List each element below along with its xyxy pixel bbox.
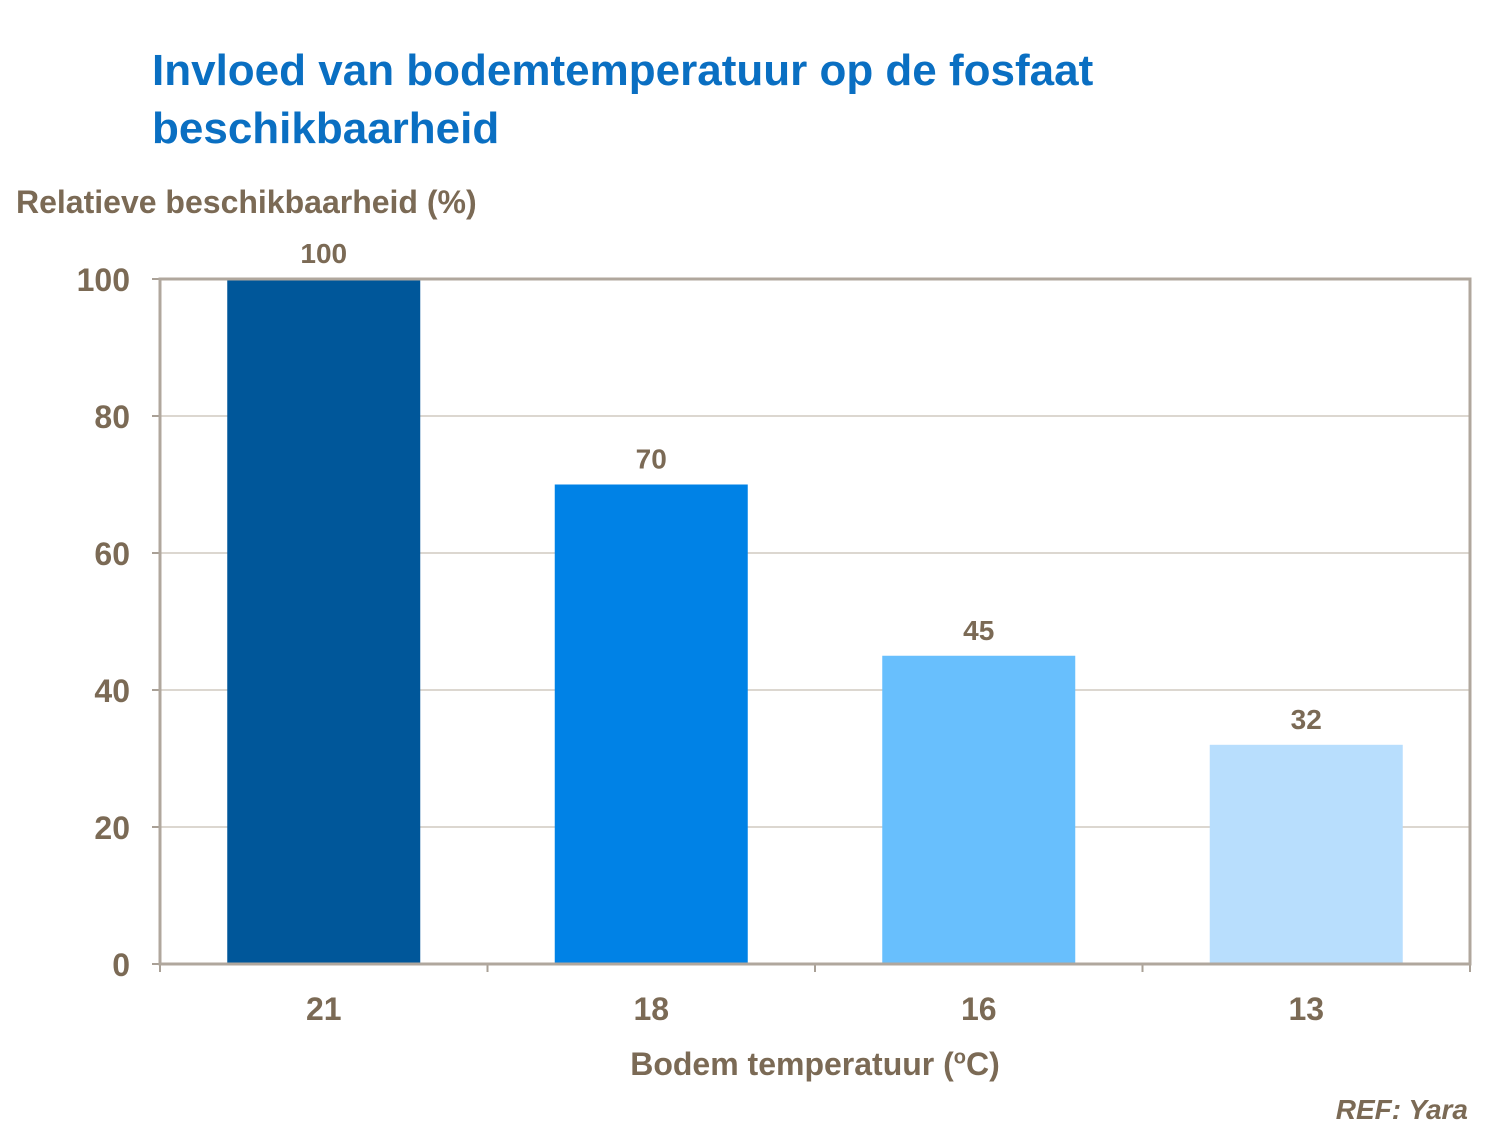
plot-border bbox=[158, 277, 1472, 966]
x-axis-label-prefix: Bodem temperatuur ( bbox=[630, 1046, 954, 1082]
data-label: 100 bbox=[300, 238, 347, 269]
data-label: 32 bbox=[1291, 704, 1322, 735]
y-tick-label: 80 bbox=[94, 399, 130, 435]
x-tick-label: 16 bbox=[961, 991, 997, 1027]
y-tick-label: 20 bbox=[94, 810, 130, 846]
y-tick-label: 40 bbox=[94, 673, 130, 709]
x-axis-label-suffix: C) bbox=[966, 1046, 1000, 1082]
x-tick-label: 18 bbox=[633, 991, 669, 1027]
bar bbox=[882, 655, 1076, 964]
x-axis-label-sup: o bbox=[953, 1046, 967, 1069]
y-axis-label: Relatieve beschikbaarheid (%) bbox=[16, 184, 477, 220]
bar bbox=[1209, 744, 1403, 964]
y-tick-label: 60 bbox=[94, 536, 130, 572]
bar bbox=[554, 484, 748, 964]
chart-title: Invloed van bodemtemperatuur op de fosfa… bbox=[152, 46, 1094, 153]
y-tick-label: 0 bbox=[112, 947, 130, 983]
x-tick-label: 21 bbox=[306, 991, 342, 1027]
x-axis-label: Bodem temperatuur (oC) bbox=[0, 1046, 1500, 1083]
reference-note: REF: Yara bbox=[1335, 1094, 1468, 1125]
bar bbox=[227, 279, 421, 964]
data-label: 45 bbox=[963, 615, 994, 646]
x-tick-label: 13 bbox=[1288, 991, 1324, 1027]
y-tick-label: 100 bbox=[77, 262, 130, 298]
data-label: 70 bbox=[636, 444, 667, 475]
